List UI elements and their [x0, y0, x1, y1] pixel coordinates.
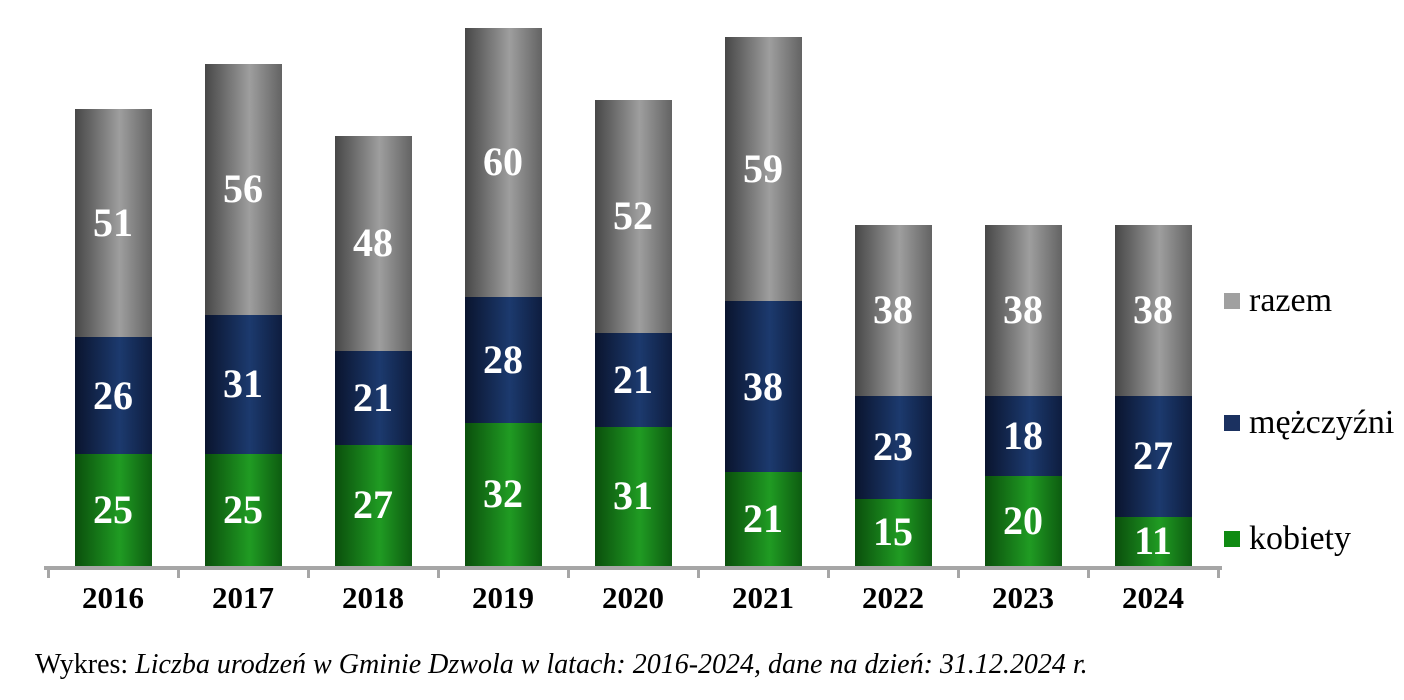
bar-group-2023: 38 18 20: [984, 225, 1062, 566]
bar-value-label: 21: [743, 495, 783, 541]
bar-value-label: 51: [93, 200, 133, 246]
x-axis-label-2020: 2020: [602, 580, 664, 615]
bar-segment-kobiety: 25: [204, 453, 282, 566]
bar-value-label: 18: [1003, 412, 1043, 458]
bar-segment-kobiety: 20: [984, 476, 1062, 566]
bar-value-label: 21: [613, 356, 653, 402]
bar-segment-razem: 38: [984, 225, 1062, 396]
x-axis-tick: [957, 566, 960, 578]
bar-value-label: 31: [223, 361, 263, 407]
bar-value-label: 38: [1133, 287, 1173, 333]
bar-segment-mężczyźni: 27: [1114, 395, 1192, 517]
bar-value-label: 31: [613, 473, 653, 519]
bar-group-2016: 51 26 25: [74, 108, 152, 566]
bar-segment-razem: 56: [204, 63, 282, 315]
x-axis-line: [44, 566, 1222, 570]
x-axis-label-2023: 2023: [992, 580, 1054, 615]
bar-value-label: 25: [93, 486, 133, 532]
bar-value-label: 26: [93, 372, 133, 418]
bar-group-2018: 48 21 27: [334, 135, 412, 566]
x-axis-tick: [697, 566, 700, 578]
bar-value-label: 38: [1003, 287, 1043, 333]
bar-segment-mężczyźni: 21: [594, 332, 672, 427]
bar-value-label: 20: [1003, 498, 1043, 544]
x-axis-tick: [1087, 566, 1090, 578]
bar-segment-razem: 59: [724, 36, 802, 302]
legend-label: razem: [1249, 282, 1333, 319]
bar-value-label: 59: [743, 146, 783, 192]
caption-text: Liczba urodzeń w Gminie Dzwola w latach:…: [135, 649, 1088, 680]
bar-segment-kobiety: 27: [334, 444, 412, 566]
x-axis-tick: [1217, 566, 1220, 578]
legend-label: mężczyźni: [1249, 404, 1395, 441]
x-axis-tick: [827, 566, 830, 578]
x-axis-label-2021: 2021: [732, 580, 794, 615]
bar-segment-razem: 52: [594, 99, 672, 333]
bar-value-label: 11: [1134, 518, 1172, 564]
bar-group-2020: 52 21 31: [594, 99, 672, 566]
bar-value-label: 15: [873, 509, 913, 555]
bar-segment-kobiety: 11: [1114, 516, 1192, 566]
x-axis-label-2018: 2018: [342, 580, 404, 615]
bar-segment-razem: 51: [74, 108, 152, 338]
bar-value-label: 27: [1133, 433, 1173, 479]
bar-segment-kobiety: 25: [74, 453, 152, 566]
legend-item-mężczyźni: mężczyźni: [1224, 405, 1394, 441]
x-axis-label-2024: 2024: [1122, 580, 1184, 615]
bar-value-label: 52: [613, 193, 653, 239]
bar-value-label: 25: [223, 486, 263, 532]
bar-group-2019: 60 28 32: [464, 28, 542, 566]
bar-segment-mężczyźni: 38: [724, 301, 802, 472]
bar-segment-mężczyźni: 18: [984, 395, 1062, 477]
bar-group-2021: 59 38 21: [724, 36, 802, 566]
x-axis-label-2022: 2022: [862, 580, 924, 615]
bar-segment-razem: 38: [1114, 225, 1192, 396]
bar-segment-kobiety: 32: [464, 422, 542, 566]
x-axis-label-2019: 2019: [472, 580, 534, 615]
bar-value-label: 56: [223, 166, 263, 212]
bar-segment-kobiety: 15: [854, 498, 932, 566]
bar-value-label: 21: [353, 374, 393, 420]
x-axis-tick: [307, 566, 310, 578]
bar-group-2022: 38 23 15: [854, 225, 932, 566]
bar-segment-mężczyźni: 23: [854, 395, 932, 499]
caption: Wykres: Liczba urodzeń w Gminie Dzwola w…: [35, 649, 1088, 681]
bar-segment-mężczyźni: 21: [334, 350, 412, 445]
bar-segment-mężczyźni: 31: [204, 314, 282, 454]
bar-value-label: 38: [743, 363, 783, 409]
x-axis-label-2017: 2017: [212, 580, 274, 615]
x-axis-tick: [437, 566, 440, 578]
bar-segment-razem: 60: [464, 28, 542, 297]
legend-swatch-mężczyźni: [1224, 415, 1240, 431]
bar-group-2017: 56 31 25: [204, 63, 282, 566]
bar-value-label: 60: [483, 139, 523, 185]
legend-item-razem: razem: [1224, 283, 1332, 319]
bar-value-label: 38: [873, 287, 913, 333]
legend-label: kobiety: [1249, 520, 1351, 557]
bar-segment-kobiety: 31: [594, 427, 672, 566]
bar-value-label: 48: [353, 220, 393, 266]
legend-swatch-kobiety: [1224, 531, 1240, 547]
bar-value-label: 27: [353, 482, 393, 528]
legend-item-kobiety: kobiety: [1224, 521, 1351, 557]
x-axis-label-2016: 2016: [82, 580, 144, 615]
bar-segment-mężczyźni: 26: [74, 337, 152, 454]
bar-segment-mężczyźni: 28: [464, 296, 542, 423]
x-axis-tick: [177, 566, 180, 578]
bar-value-label: 28: [483, 336, 523, 382]
bar-value-label: 23: [873, 424, 913, 470]
bar-segment-razem: 38: [854, 225, 932, 396]
bar-value-label: 32: [483, 471, 523, 517]
caption-prefix: Wykres:: [35, 649, 129, 680]
x-axis-tick: [47, 566, 50, 578]
bar-segment-razem: 48: [334, 135, 412, 351]
bar-group-2024: 38 27 11: [1114, 225, 1192, 566]
legend-swatch-razem: [1224, 293, 1240, 309]
x-axis-tick: [567, 566, 570, 578]
bar-segment-kobiety: 21: [724, 471, 802, 566]
